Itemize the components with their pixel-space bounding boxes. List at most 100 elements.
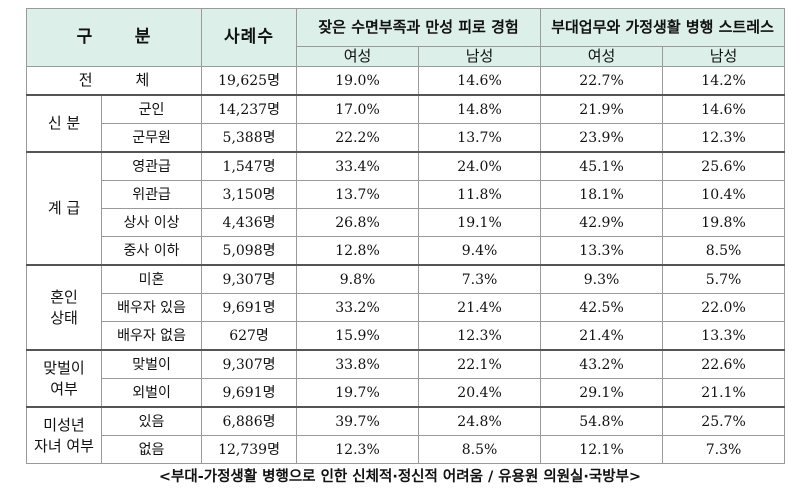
header-male-2: 남성 — [662, 46, 786, 67]
subgroup-label: 미혼 — [100, 264, 203, 294]
header-male-1: 남성 — [418, 46, 542, 67]
table-row: 신 분 군인 14,237명 17.0% 14.8% 21.9% 14.6% — [26, 94, 786, 153]
table-header: 구 분 사례수 잦은 수면부족과 만성 피로 경험 부대업무와 가정생활 병행 … — [25, 8, 786, 67]
total-cases: 19,625명 — [201, 66, 298, 96]
table-row-total: 전 체 19,625명 19.0% 14.6% 22.7% 14.2% — [25, 66, 786, 96]
percent-value: 33.2% — [296, 293, 420, 322]
case-count: 9,307명 — [201, 264, 298, 294]
group-label: 신 분 — [26, 94, 102, 153]
percent-value: 43.2% — [540, 349, 664, 379]
subgroup-label: 상사 이상 — [100, 208, 203, 237]
case-count: 9,691명 — [201, 293, 298, 322]
table-row: 없음 12,739명 12.3% 8.5% 12.1% 7.3% — [27, 435, 786, 464]
percent-value: 42.9% — [540, 208, 664, 237]
table-row: 혼인 상태 미혼 9,307명 9.8% 7.3% 9.3% 5.7% — [26, 264, 786, 351]
header-group-fatigue: 잦은 수면부족과 만성 피로 경험 — [296, 8, 542, 47]
percent-value: 13.3% — [540, 236, 664, 266]
stats-table: 구 분 사례수 잦은 수면부족과 만성 피로 경험 부대업무와 가정생활 병행 … — [25, 8, 786, 464]
percent-value: 22.1% — [418, 349, 542, 379]
percent-value: 19.1% — [418, 208, 542, 237]
subgroup-label: 있음 — [100, 406, 203, 436]
source-caption: <부대-가정생활 병행으로 인한 신체적·정신적 어려움 / 유용원 의원실·국… — [158, 469, 642, 485]
percent-value: 7.3% — [418, 264, 542, 294]
case-count: 1,547명 — [201, 151, 298, 181]
percent-value: 17.0% — [296, 94, 420, 124]
case-count: 12,739명 — [201, 435, 298, 464]
subgroup-label: 배우자 있음 — [100, 293, 203, 322]
percent-value: 14.6% — [662, 94, 786, 124]
percent-value: 9.8% — [296, 264, 420, 294]
table-row: 계 급 영관급 1,547명 33.4% 24.0% 45.1% 25.6% — [26, 151, 786, 266]
percent-value: 7.3% — [662, 435, 786, 464]
table-row: 맞벌이 여부 맞벌이 9,307명 33.8% 22.1% 43.2% 22.6% — [26, 349, 786, 408]
percent-value: 33.8% — [296, 349, 420, 379]
percent-value: 13.7% — [296, 180, 420, 209]
total-value: 14.6% — [418, 66, 542, 96]
percent-value: 12.8% — [296, 236, 420, 266]
percent-value: 29.1% — [540, 378, 664, 408]
percent-value: 21.9% — [540, 94, 664, 124]
percent-value: 19.8% — [662, 208, 786, 237]
case-count: 5,098명 — [201, 236, 298, 266]
percent-value: 39.7% — [296, 406, 420, 436]
table-row: 외벌이 9,691명 19.7% 20.4% 29.1% 21.1% — [27, 378, 786, 408]
percent-value: 45.1% — [540, 151, 664, 181]
group-label: 맞벌이 여부 — [26, 349, 102, 408]
table-row: 군무원 5,388명 22.2% 13.7% 23.9% 12.3% — [27, 123, 786, 153]
percent-value: 8.5% — [662, 236, 786, 266]
table-row: 위관급 3,150명 13.7% 11.8% 18.1% 10.4% — [27, 180, 786, 209]
table-row: 상사 이상 4,436명 26.8% 19.1% 42.9% 19.8% — [27, 208, 786, 237]
percent-value: 22.0% — [662, 293, 786, 322]
percent-value: 20.4% — [418, 378, 542, 408]
percent-value: 12.3% — [418, 321, 542, 351]
percent-value: 19.7% — [296, 378, 420, 408]
percent-value: 9.4% — [418, 236, 542, 266]
group-label: 계 급 — [26, 151, 102, 266]
percent-value: 21.4% — [418, 293, 542, 322]
percent-value: 18.1% — [540, 180, 664, 209]
total-value: 14.2% — [662, 66, 786, 96]
total-value: 22.7% — [540, 66, 664, 96]
percent-value: 8.5% — [418, 435, 542, 464]
subgroup-label: 없음 — [100, 435, 203, 464]
header-cases: 사례수 — [201, 8, 298, 67]
case-count: 627명 — [201, 321, 298, 351]
case-count: 5,388명 — [201, 123, 298, 153]
percent-value: 25.7% — [662, 406, 786, 436]
case-count: 9,691명 — [201, 378, 298, 408]
subgroup-label: 맞벌이 — [100, 349, 203, 379]
subgroup-label: 외벌이 — [100, 378, 203, 408]
case-count: 6,886명 — [201, 406, 298, 436]
header-female-2: 여성 — [540, 46, 664, 67]
percent-value: 12.3% — [296, 435, 420, 464]
percent-value: 21.1% — [662, 378, 786, 408]
percent-value: 9.3% — [540, 264, 664, 294]
stats-table-container: 구 분 사례수 잦은 수면부족과 만성 피로 경험 부대업무와 가정생활 병행 … — [25, 8, 786, 464]
subgroup-label: 위관급 — [100, 180, 203, 209]
table-row: 배우자 없음 627명 15.9% 12.3% 21.4% 13.3% — [27, 321, 786, 351]
percent-value: 25.6% — [662, 151, 786, 181]
total-value: 19.0% — [296, 66, 420, 96]
header-female-1: 여성 — [296, 46, 420, 67]
percent-value: 5.7% — [662, 264, 786, 294]
percent-value: 54.8% — [540, 406, 664, 436]
percent-value: 12.3% — [662, 123, 786, 153]
case-count: 14,237명 — [201, 94, 298, 124]
subgroup-label: 배우자 없음 — [100, 321, 203, 351]
percent-value: 12.1% — [540, 435, 664, 464]
percent-value: 15.9% — [296, 321, 420, 351]
subgroup-label: 군인 — [100, 94, 203, 124]
subgroup-label: 영관급 — [100, 151, 203, 181]
case-count: 9,307명 — [201, 349, 298, 379]
percent-value: 14.8% — [418, 94, 542, 124]
table-row: 중사 이하 5,098명 12.8% 9.4% 13.3% 8.5% — [27, 236, 786, 266]
percent-value: 23.9% — [540, 123, 664, 153]
table-row: 미성년 자녀 여부 있음 6,886명 39.7% 24.8% 54.8% 25.7% — [26, 406, 786, 464]
case-count: 3,150명 — [201, 180, 298, 209]
subgroup-label: 중사 이하 — [100, 236, 203, 266]
case-count: 4,436명 — [201, 208, 298, 237]
percent-value: 42.5% — [540, 293, 664, 322]
percent-value: 24.0% — [418, 151, 542, 181]
group-label: 혼인 상태 — [26, 264, 102, 351]
